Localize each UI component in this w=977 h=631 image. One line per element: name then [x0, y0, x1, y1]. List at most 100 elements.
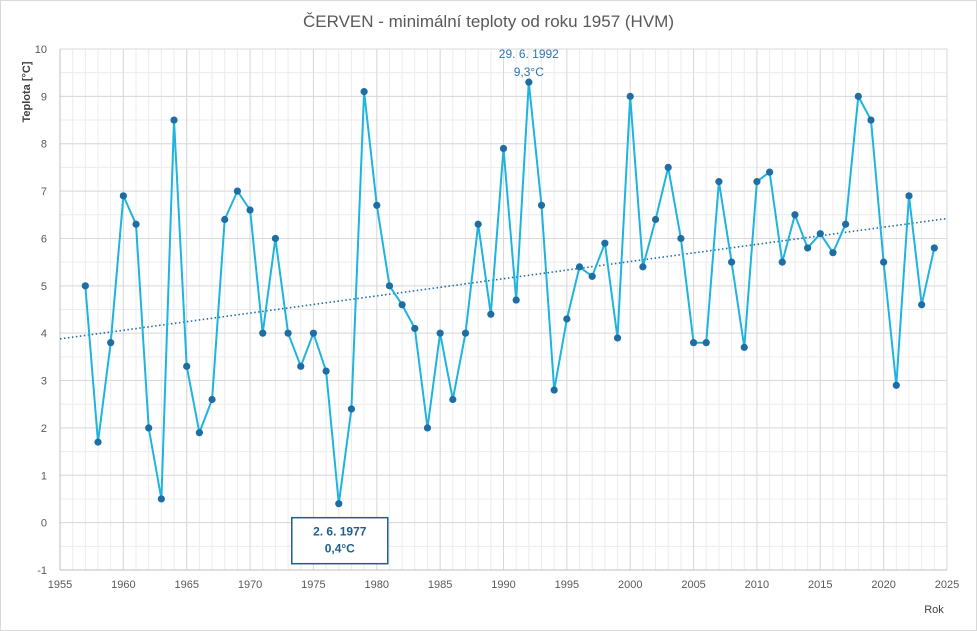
annotation-label: 0,4°C	[325, 542, 355, 556]
data-point	[766, 168, 774, 176]
y-tick-label: 5	[41, 281, 47, 293]
data-point	[689, 339, 698, 347]
data-point	[81, 282, 89, 290]
data-point	[195, 429, 203, 437]
data-point	[588, 272, 596, 280]
data-point	[842, 220, 850, 228]
data-point	[145, 424, 153, 432]
y-tick-label: 8	[41, 139, 47, 151]
data-point	[423, 424, 432, 432]
y-tick-label: 0	[41, 518, 47, 530]
data-point	[816, 230, 824, 238]
data-point	[107, 339, 115, 347]
y-tick-label: 6	[41, 233, 47, 245]
x-tick-label: 1975	[301, 579, 325, 591]
data-point	[499, 144, 508, 153]
data-point	[601, 239, 609, 247]
data-point	[892, 381, 900, 389]
data-point	[804, 244, 812, 252]
series-line	[84, 81, 936, 505]
data-point	[246, 206, 254, 214]
data-point	[170, 116, 178, 124]
y-tick-label: -1	[37, 565, 47, 577]
x-tick-label: 2015	[808, 579, 832, 591]
data-point	[613, 334, 622, 342]
data-point	[208, 395, 216, 404]
data-point	[271, 234, 280, 243]
annotation-box	[291, 516, 389, 565]
data-point	[322, 367, 330, 375]
data-point	[347, 405, 356, 413]
annotation-label: 29. 6. 1992	[499, 47, 559, 61]
y-tick-label: 4	[41, 328, 47, 340]
annotation-label: 2. 6. 1977	[313, 525, 367, 539]
data-point	[905, 192, 913, 200]
y-tick-label: 3	[41, 376, 47, 388]
data-point	[221, 215, 229, 224]
series-layer	[81, 78, 938, 508]
data-point	[119, 192, 127, 200]
data-point	[715, 178, 723, 186]
data-point	[537, 201, 546, 209]
data-point	[525, 78, 533, 86]
data-point	[753, 178, 761, 186]
y-tick-label: 2	[41, 423, 47, 435]
x-tick-label: 1980	[365, 579, 389, 591]
data-point	[626, 92, 634, 100]
x-tick-label: 2000	[618, 579, 642, 591]
x-tick-label: 2025	[935, 579, 959, 591]
y-axis-title: Teplota [°C]	[21, 61, 33, 122]
data-point	[360, 88, 368, 96]
y-tick-label: 9	[41, 91, 47, 103]
data-point	[132, 220, 140, 228]
data-point	[449, 395, 457, 404]
x-tick-label: 2010	[745, 579, 769, 591]
data-point	[791, 211, 799, 219]
data-point	[436, 329, 444, 337]
data-point	[474, 220, 482, 228]
data-point	[740, 343, 748, 351]
data-point	[727, 258, 736, 266]
data-point	[563, 315, 571, 323]
data-point	[829, 249, 837, 257]
y-tick-label: 10	[35, 44, 47, 56]
data-point	[867, 116, 875, 124]
y-tick-label: 1	[41, 470, 47, 482]
grid-lines	[59, 48, 948, 571]
x-tick-label: 2005	[681, 579, 705, 591]
data-point	[157, 495, 165, 503]
data-point	[94, 438, 102, 446]
x-tick-label: 1995	[555, 579, 579, 591]
x-tick-label: 1965	[174, 579, 198, 591]
data-point	[550, 386, 558, 394]
data-point	[487, 310, 495, 318]
data-point	[183, 362, 191, 370]
data-point	[918, 301, 926, 309]
x-tick-label: 1985	[428, 579, 452, 591]
data-point	[930, 244, 938, 252]
data-point	[335, 500, 343, 508]
axis-ticks: 1955 1960 1965 1970 1975 1980 1985 1990 1995 2000…	[35, 44, 959, 591]
trendline	[59, 217, 948, 340]
data-point	[778, 258, 786, 266]
data-point	[398, 301, 406, 309]
data-point	[385, 282, 394, 290]
x-tick-label: 1990	[491, 579, 515, 591]
data-point	[651, 215, 660, 224]
data-point	[664, 163, 672, 172]
data-point	[880, 258, 888, 266]
y-tick-label: 7	[41, 186, 47, 198]
data-point	[233, 187, 241, 195]
data-point	[575, 263, 584, 271]
data-point	[512, 296, 520, 304]
data-point	[309, 329, 318, 337]
data-point	[854, 92, 862, 100]
annotation-label: 9,3°C	[514, 65, 544, 79]
data-point	[461, 329, 470, 337]
x-tick-label: 1955	[48, 579, 72, 591]
x-tick-label: 1970	[238, 579, 262, 591]
data-point	[639, 263, 647, 271]
x-tick-label: 1960	[111, 579, 135, 591]
annotation-layer: 29. 6. 1992 9,3°C 2. 6. 1977 0,4°C	[291, 47, 559, 565]
